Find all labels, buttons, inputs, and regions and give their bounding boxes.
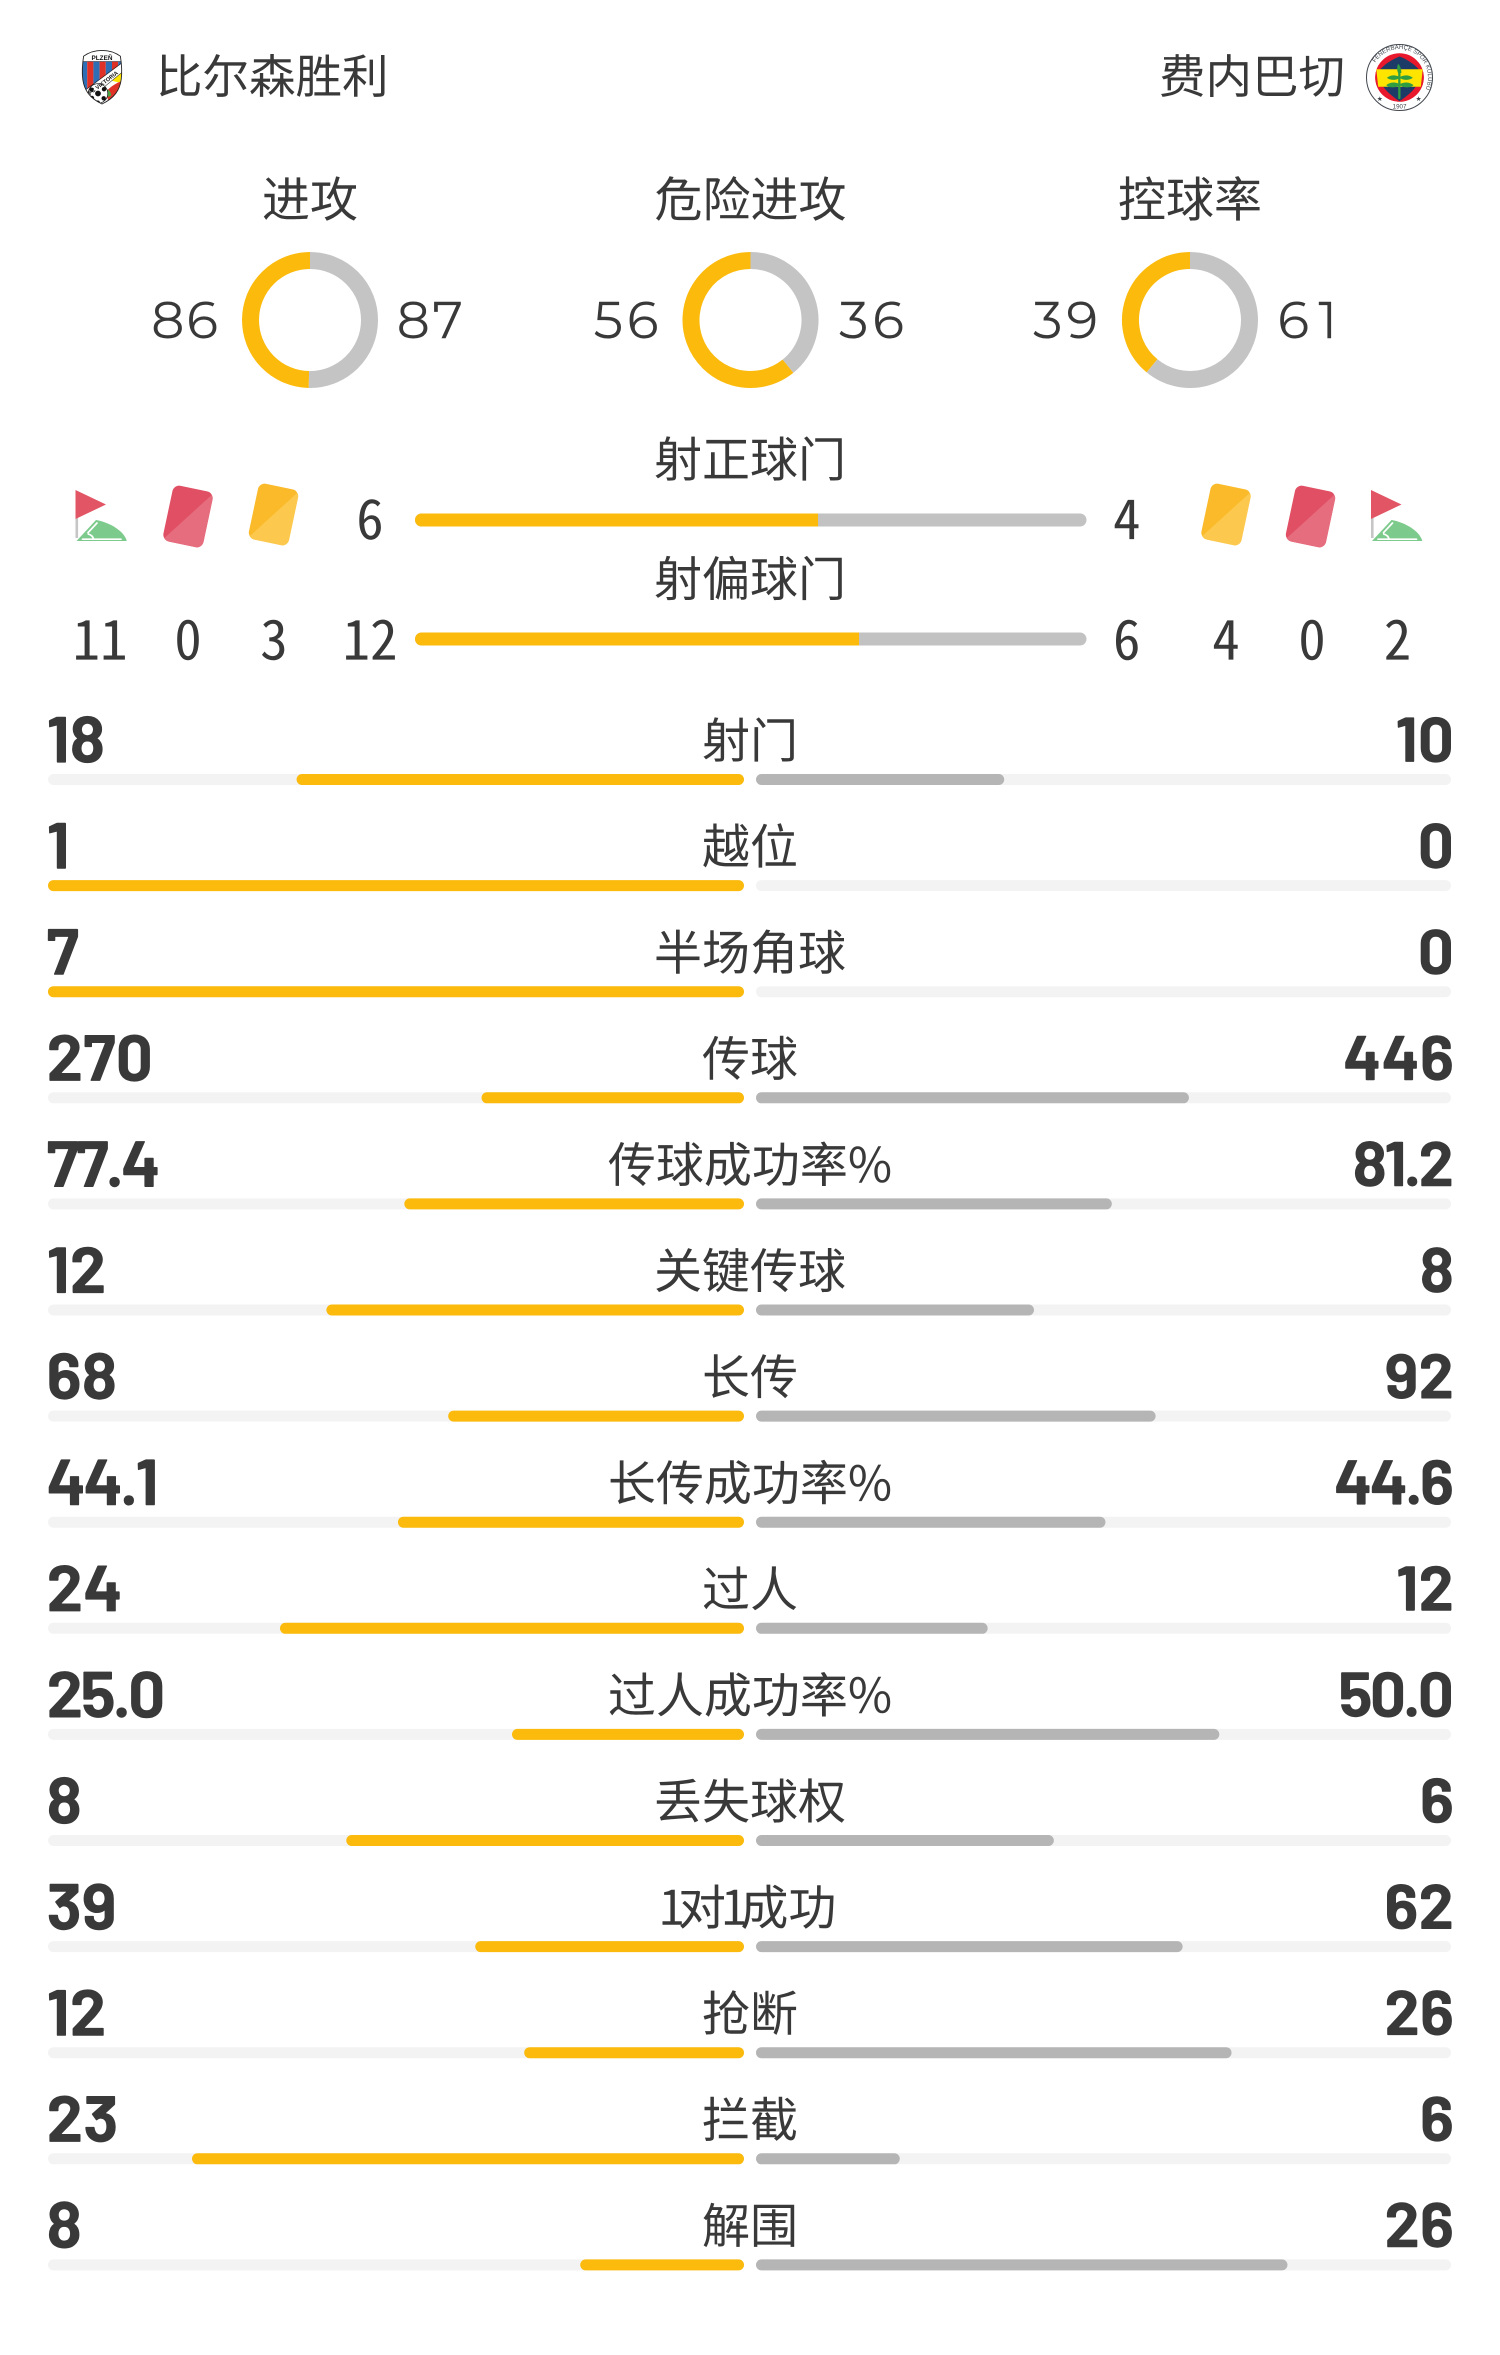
svg-text:1907: 1907 — [1393, 103, 1407, 110]
svg-text:PLZEŇ: PLZEŇ — [92, 53, 113, 62]
